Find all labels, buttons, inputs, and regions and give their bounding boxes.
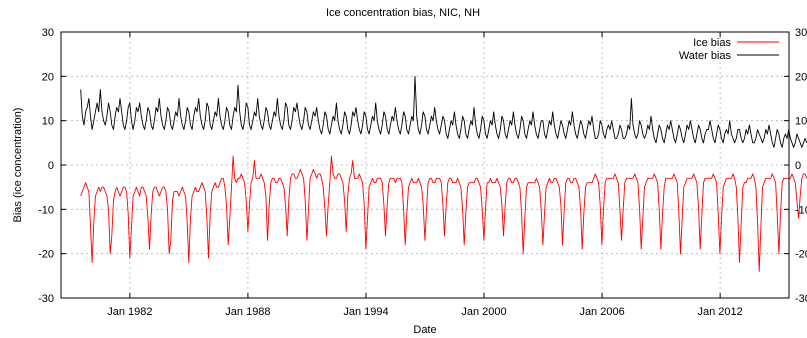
x-tick-label: Jan 1982	[107, 306, 152, 318]
x-tick-label: Jan 2012	[698, 306, 743, 318]
y-tick-label-right: -10	[795, 204, 807, 216]
y-tick-label-right: 30	[795, 27, 807, 39]
y-tick-label-left: 0	[48, 160, 54, 172]
y-tick-label-left: 30	[42, 27, 54, 39]
y-tick-label-right: -30	[795, 293, 807, 305]
x-tick-label: Jan 2006	[579, 306, 624, 318]
x-axis-label: Date	[413, 324, 436, 336]
y-tick-label-right: -20	[795, 249, 807, 261]
y-tick-label-left: -10	[38, 204, 54, 216]
y-tick-label-left: -20	[38, 249, 54, 261]
series-line-ice-bias	[80, 155, 807, 272]
series-lines	[80, 75, 807, 272]
chart-title: Ice concentration bias, NIC, NH	[326, 7, 480, 19]
axis-ticks	[61, 31, 789, 299]
plot-frame	[60, 31, 790, 299]
grid-lines	[61, 32, 789, 298]
x-tick-label: Jan 1994	[343, 306, 388, 318]
y-tick-label-right: 20	[795, 71, 807, 83]
y-axis-label: Bias (ice concentration)	[12, 108, 24, 223]
y-tick-label-left: 20	[42, 71, 54, 83]
y-tick-label-right: 0	[795, 160, 801, 172]
legend-label-ice-bias: Ice bias	[693, 37, 731, 49]
tick-labels: -30 -30 -20 -20 -10 -10 0 0 10 10 20 20 30 30 Jan 1982…	[38, 27, 807, 318]
x-tick-label: Jan 1988	[225, 306, 270, 318]
y-tick-label-right: 10	[795, 116, 807, 128]
legend: Ice bias Water bias	[679, 37, 779, 62]
y-tick-label-left: -30	[38, 293, 54, 305]
x-tick-label: Jan 2000	[461, 306, 506, 318]
y-tick-label-left: 10	[42, 116, 54, 128]
series-line-water-bias	[80, 75, 807, 148]
legend-label-water-bias: Water bias	[679, 50, 732, 62]
